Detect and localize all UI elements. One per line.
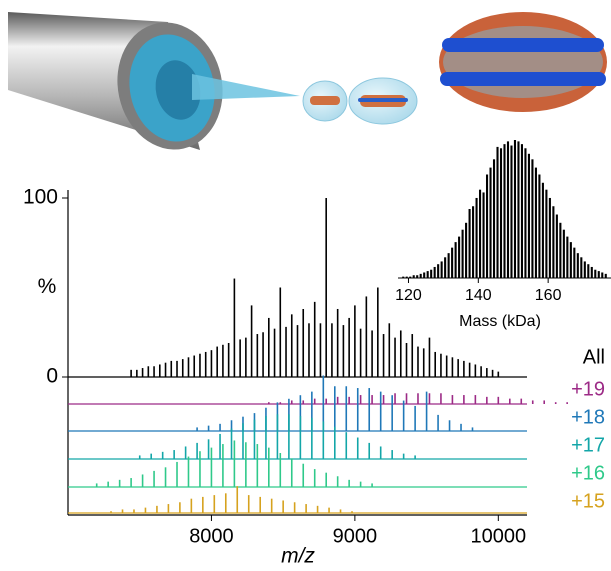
nanodisc-belt [442, 38, 604, 52]
histogram-bar [447, 253, 450, 278]
histogram-bar [576, 253, 579, 278]
histogram-bar [524, 148, 527, 278]
histogram-bar [433, 266, 436, 278]
inset-x-axis-label: Mass (kDa) [459, 313, 541, 330]
histogram-bar [569, 242, 572, 278]
inset-x-tick-label: 140 [465, 287, 492, 304]
histogram-bar [583, 261, 586, 278]
histogram-bar [510, 145, 513, 278]
histogram-bar [468, 209, 471, 278]
legend-label: +19 [571, 378, 605, 400]
legend-label: +15 [571, 490, 605, 512]
histogram-bar [419, 273, 422, 278]
histogram-bar [416, 275, 419, 278]
histogram-bar [573, 247, 576, 278]
histogram-bar [492, 159, 496, 278]
plot: 0 100% 8000 9000 10000 m/z All +19 +18 +17 +16 +15 1… [23, 140, 611, 568]
x-tick-label: 9000 [333, 525, 378, 547]
histogram-bar [594, 269, 597, 278]
inset-x-tick-label: 120 [395, 287, 422, 304]
histogram-bar [458, 236, 461, 278]
histogram-bar [444, 257, 447, 278]
histogram-bar [506, 141, 510, 278]
x-tick-label: 10000 [471, 525, 527, 547]
liquid-shadow [155, 60, 201, 120]
histogram-bar [601, 272, 604, 278]
nanodisc-lipids [443, 26, 603, 98]
histogram-bar [562, 229, 565, 278]
histogram-bar [590, 266, 593, 278]
histogram-bar [426, 271, 429, 278]
histogram-bar [489, 167, 492, 278]
taylor-cone [192, 74, 300, 100]
histogram-bar [552, 206, 555, 278]
histogram-bar [513, 140, 517, 278]
y-tick-label: 0 [46, 365, 58, 388]
histogram-bar [527, 153, 530, 278]
illustration [8, 12, 607, 150]
legend-label: +17 [571, 434, 605, 456]
histogram-bar [597, 271, 600, 278]
histogram-bar [485, 174, 489, 278]
histogram-bar [541, 182, 544, 278]
histogram-bar [604, 273, 607, 278]
legend-label: All [583, 346, 605, 368]
inset-x-tick-label: 160 [535, 287, 562, 304]
droplet-belt [358, 98, 408, 102]
histogram-bar [461, 229, 464, 278]
histogram-bar [405, 276, 408, 278]
x-tick-label: 8000 [189, 525, 234, 547]
histogram-bar [479, 189, 482, 278]
histogram-bar [499, 148, 503, 278]
histogram-bar [423, 272, 426, 278]
histogram-bar [534, 167, 537, 278]
histogram-bar [566, 236, 569, 278]
histogram-bar [587, 264, 590, 278]
histogram-bar [559, 222, 562, 278]
droplet-nanodisc [310, 96, 340, 105]
histogram-bar [520, 144, 524, 278]
histogram-bar [440, 261, 443, 278]
legend-label: +16 [571, 462, 605, 484]
histogram-bar [409, 276, 412, 278]
histogram-bar [482, 192, 485, 278]
legend-label: +18 [571, 406, 605, 428]
y-tick-label: 100 [23, 186, 58, 209]
histogram-bar [451, 247, 454, 278]
x-axis-label: m/z [281, 545, 315, 568]
histogram-bar [517, 141, 520, 278]
histogram-bar [496, 146, 499, 278]
histogram-bar [437, 264, 440, 278]
histogram-bar [430, 269, 433, 278]
histogram-bar [548, 197, 551, 278]
histogram-bar [531, 159, 534, 278]
histogram-bar [412, 275, 415, 278]
histogram-bar [475, 197, 478, 278]
histogram-bar [503, 144, 506, 278]
histogram-bar [545, 189, 548, 278]
y-axis-label: % [38, 275, 57, 298]
histogram-bar [454, 242, 457, 278]
histogram-bar [472, 206, 475, 278]
nanodisc-belt [440, 72, 606, 86]
histogram-bar [465, 222, 468, 278]
histogram-bar [555, 214, 558, 278]
histogram-bar [580, 257, 583, 278]
histogram-bar [402, 276, 405, 278]
histogram-bar [538, 174, 541, 278]
